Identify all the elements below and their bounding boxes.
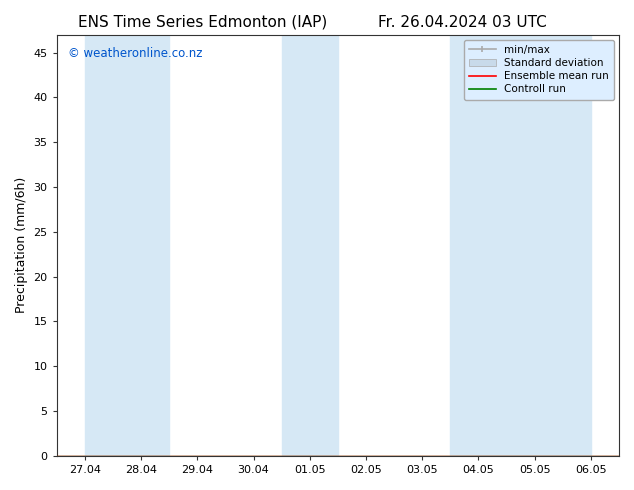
Text: Fr. 26.04.2024 03 UTC: Fr. 26.04.2024 03 UTC	[378, 15, 547, 30]
Bar	[450, 35, 591, 456]
Text: © weatheronline.co.nz: © weatheronline.co.nz	[68, 47, 202, 60]
Bar	[85, 35, 169, 456]
Y-axis label: Precipitation (mm/6h): Precipitation (mm/6h)	[15, 177, 28, 314]
Legend: min/max, Standard deviation, Ensemble mean run, Controll run: min/max, Standard deviation, Ensemble me…	[464, 40, 614, 99]
Bar	[281, 35, 338, 456]
Text: ENS Time Series Edmonton (IAP): ENS Time Series Edmonton (IAP)	[78, 15, 328, 30]
